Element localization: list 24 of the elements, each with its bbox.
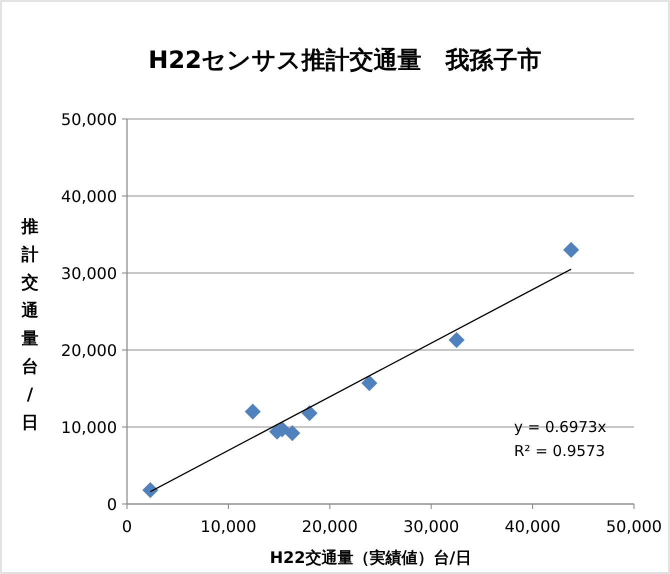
point xyxy=(563,242,580,258)
y-axis-title: 推計交通量台/日 xyxy=(20,217,38,433)
y-tick-label: 50,000 xyxy=(61,110,117,129)
y-tick-label: 0 xyxy=(106,495,117,514)
y-tick-label: 10,000 xyxy=(61,418,117,437)
chart-title: H22センサス推計交通量 我孫子市 xyxy=(148,46,542,74)
x-tick-label: 40,000 xyxy=(504,517,561,536)
point xyxy=(244,404,261,420)
y-tick-label: 30,000 xyxy=(61,264,117,283)
annotation: y = 0.6973x xyxy=(514,418,606,436)
point xyxy=(448,332,465,348)
x-tick-label: 0 xyxy=(122,517,132,536)
point xyxy=(142,482,158,498)
y-tick-label: 40,000 xyxy=(61,187,117,206)
point xyxy=(302,405,318,422)
point xyxy=(361,375,378,392)
y-tick-label: 20,000 xyxy=(61,341,117,360)
x-tick-label: 30,000 xyxy=(403,517,460,536)
point xyxy=(284,425,300,442)
x-tick-label: 10,000 xyxy=(200,517,256,536)
x-axis-title: H22交通量（実績値）台/日 xyxy=(270,548,472,567)
x-tick-label: 50,000 xyxy=(606,517,662,536)
x-tick-label: 20,000 xyxy=(302,517,358,536)
annotation: R² = 0.9573 xyxy=(514,442,606,460)
